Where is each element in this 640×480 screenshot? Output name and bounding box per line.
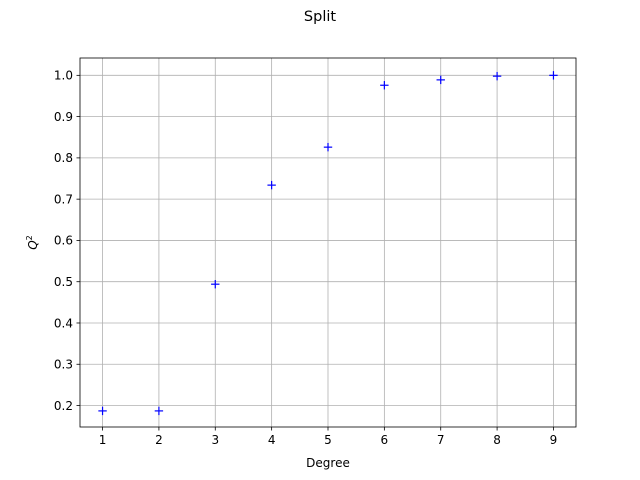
chart-title: Split [304, 9, 336, 25]
y-tick-label: 0.5 [54, 275, 73, 289]
data-point [267, 180, 276, 190]
y-tick-label: 1.0 [54, 69, 73, 83]
grid [80, 58, 576, 427]
y-tick-label: 0.7 [54, 192, 73, 206]
y-axis-label-base: Q [26, 240, 40, 249]
x-tick-label: 2 [155, 433, 163, 447]
y-axis-label-superscript: 2 [25, 235, 34, 240]
y-tick-label: 0.3 [54, 358, 73, 372]
y-tick-label: 0.6 [54, 234, 73, 248]
y-axis-label: Q2 [25, 235, 40, 250]
data-point [211, 279, 220, 289]
y-tick-label: 0.2 [54, 399, 73, 413]
x-tick-label: 6 [381, 433, 389, 447]
data-point [549, 71, 558, 80]
axis-ticks: 1 2 3 4 5 6 7 8 9 0.2 0.3 0.4 0.5 0.6 0.7 0.8 0.9 1.0 [54, 69, 557, 447]
x-tick-label: 1 [99, 433, 107, 447]
x-tick-label: 3 [211, 433, 219, 447]
data-point [436, 75, 445, 85]
data-point [154, 406, 164, 416]
data-point [98, 406, 107, 416]
plot-frame [79, 57, 577, 428]
x-tick-label: 9 [550, 433, 558, 447]
data-points [98, 71, 558, 416]
y-tick-label: 0.4 [54, 316, 73, 330]
data-point [380, 81, 389, 90]
x-tick-label: 4 [268, 433, 276, 447]
x-axis-label: Degree [306, 456, 350, 470]
y-tick-label: 0.9 [54, 110, 73, 124]
data-point [492, 71, 502, 81]
data-point [323, 142, 333, 152]
x-tick-label: 8 [493, 433, 501, 447]
x-tick-label: 5 [324, 433, 332, 447]
x-tick-label: 7 [437, 433, 445, 447]
y-tick-label: 0.8 [54, 151, 73, 165]
